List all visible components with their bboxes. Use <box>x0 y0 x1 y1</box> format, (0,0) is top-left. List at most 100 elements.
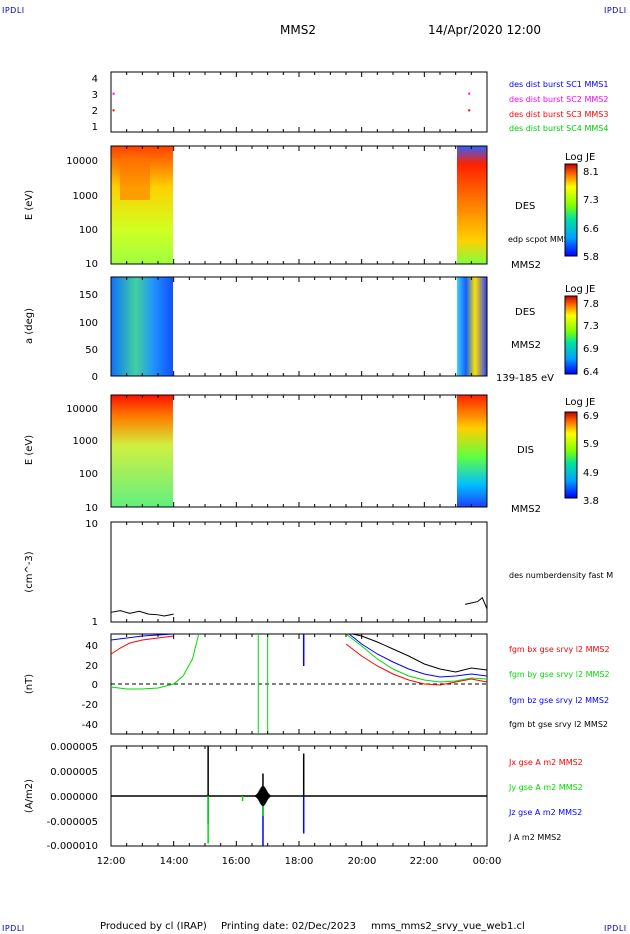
density-line <box>110 610 174 617</box>
bfield-ytick: 40 <box>85 641 98 652</box>
footer-produced-by: Produced by cl (IRAP) <box>100 921 207 932</box>
current-ytick: 0.000005 <box>50 742 98 753</box>
des-pitch-ytick: 100 <box>79 318 98 329</box>
current-legend-j: J A m2 MMS2 <box>508 833 561 842</box>
bfield-panel: 40 20 0 -20 -40 (nT) fgm bx gse srvy l2 … <box>24 633 610 735</box>
dis-energy-ytick: 1000 <box>73 436 98 447</box>
des-pitch-label: DES <box>515 307 535 318</box>
des-pitch-sublabel: MMS2 <box>511 340 541 351</box>
burst-panel: 4 3 2 1 des dist burst SC1 MMS1 des dist… <box>92 71 608 133</box>
burst-ytick: 2 <box>92 106 98 117</box>
bfield-ytick: -20 <box>82 700 98 711</box>
current-legend-jy: Jy gse A m2 MMS2 <box>508 783 583 792</box>
corner-label-bottom-right: IPDLI <box>604 924 627 933</box>
xtick-label: 20:00 <box>348 856 377 867</box>
current-ytick: 0.000005 <box>50 767 98 778</box>
footer-filename: mms_mms2_srvy_vue_web1.cl <box>371 921 525 932</box>
burst-mark <box>112 92 115 95</box>
dis-energy-cbtick: 6.9 <box>583 411 599 422</box>
bx-line <box>345 643 488 686</box>
xtick-label: 18:00 <box>285 856 314 867</box>
by-line <box>110 633 200 690</box>
spacecraft-title: MMS2 <box>280 23 316 37</box>
burst-legend-mms1: des dist burst SC1 MMS1 <box>509 80 608 89</box>
des-energy-panel: 10000 1000 100 10 E (eV) DES edp scpot M… <box>24 145 599 271</box>
des-energy-cbtick: 6.6 <box>583 224 599 235</box>
des-energy-ytick: 10 <box>85 259 98 270</box>
density-ytick: 10 <box>85 519 98 530</box>
des-pitch-cbtick: 7.8 <box>583 299 599 310</box>
des-pitch-colorbar <box>564 295 578 375</box>
dis-energy-spectrogram-block-1 <box>111 395 173 507</box>
dis-energy-spectrogram-block-2 <box>457 395 487 507</box>
bx-line <box>110 635 174 655</box>
dis-energy-ytick: 100 <box>79 469 98 480</box>
des-pitch-ylabel: a (deg) <box>24 308 35 344</box>
xtick-label: 00:00 <box>473 856 502 867</box>
des-energy-ytick: 10000 <box>66 156 98 167</box>
des-energy-cbtick: 5.8 <box>583 252 599 263</box>
des-energy-cbtick: 8.1 <box>583 167 599 178</box>
dis-energy-cbtick: 3.8 <box>583 496 599 507</box>
dis-energy-label: DIS <box>517 445 534 456</box>
des-pitch-cbtick: 7.3 <box>583 321 599 332</box>
des-pitch-spectrogram-block-1 <box>111 277 173 376</box>
des-pitch-spectrogram-block-2 <box>457 277 487 376</box>
dis-energy-ytick: 10000 <box>66 404 98 415</box>
bfield-ytick: 20 <box>85 661 98 672</box>
dis-energy-ylabel: E (eV) <box>24 435 35 465</box>
des-energy-ylabel: E (eV) <box>24 190 35 220</box>
density-line <box>464 596 488 610</box>
burst-ytick: 3 <box>92 90 98 101</box>
current-legend-jz: Jz gse A m2 MMS2 <box>508 808 582 817</box>
bfield-legend-by: fgm by gse srvy l2 MMS2 <box>509 670 610 679</box>
current-legend-jx: Jx gse A m2 MMS2 <box>508 758 583 767</box>
datetime-title: 14/Apr/2020 12:00 <box>428 23 541 37</box>
density-panel: 10 1 (cm^-3) des numberdensity fast M <box>24 519 613 628</box>
des-energy-label: DES <box>515 201 535 212</box>
bfield-ylabel: (nT) <box>24 674 35 694</box>
bfield-legend-bz: fgm bz gse srvy l2 MMS2 <box>509 696 609 705</box>
bfield-legend-bt: fgm bt gse srvy l2 MMS2 <box>509 720 608 729</box>
bfield-legend-bx: fgm bx gse srvy l2 MMS2 <box>509 645 610 654</box>
bfield-ytick: 0 <box>92 680 98 691</box>
burst-ytick: 4 <box>92 74 98 85</box>
current-ytick: -0.000005 <box>47 817 98 828</box>
corner-label-top-right: IPDLI <box>604 6 627 15</box>
des-pitch-panel: 150 100 50 0 a (deg) DES MMS2 139-185 eV… <box>24 276 599 384</box>
corner-label-top-left: IPDLI <box>2 6 25 15</box>
density-ylabel: (cm^-3) <box>24 551 35 592</box>
density-ytick: 1 <box>92 617 98 628</box>
corner-label-bottom-left: IPDLI <box>2 924 25 933</box>
des-energy-ytick: 1000 <box>73 191 98 202</box>
burst-legend-mms2: des dist burst SC2 MMS2 <box>509 95 608 104</box>
des-energy-sublabel: edp scpot MMS2 <box>508 235 574 244</box>
dis-energy-colorbar <box>564 411 578 499</box>
xtick-label: 12:00 <box>97 856 126 867</box>
current-ytick: -0.000010 <box>47 841 98 852</box>
des-energy-ytick: 100 <box>79 225 98 236</box>
des-pitch-ytick: 50 <box>85 345 98 356</box>
des-pitch-cbtick: 6.9 <box>583 344 599 355</box>
dis-energy-cbtick: 4.9 <box>583 468 599 479</box>
footer-printing-date: Printing date: 02/Dec/2023 <box>221 921 356 932</box>
des-energy-spectrogram-block-2 <box>457 146 487 264</box>
burst-legend-mms3: des dist burst SC3 MMS3 <box>509 110 608 119</box>
burst-mark <box>468 109 471 112</box>
des-pitch-footer: 139-185 eV <box>496 373 554 384</box>
burst-legend-mms4: des dist burst SC4 MMS4 <box>509 124 608 133</box>
dis-energy-colorbar-title: Log JE <box>565 397 595 408</box>
bfield-ytick: -40 <box>82 720 98 731</box>
dis-energy-footer: MMS2 <box>511 504 541 515</box>
burst-ytick: 1 <box>92 122 98 133</box>
des-energy-footer: MMS2 <box>511 260 541 271</box>
burst-mark <box>468 92 471 95</box>
bt-line <box>352 633 488 673</box>
by-line <box>345 633 488 683</box>
des-pitch-ytick: 150 <box>79 290 98 301</box>
des-energy-colorbar-title: Log JE <box>565 152 595 163</box>
des-energy-colorbar <box>564 163 578 257</box>
des-pitch-colorbar-title: Log JE <box>565 284 595 295</box>
dis-energy-panel: 10000 1000 100 10 E (eV) DIS MMS2 Log JE… <box>24 394 599 515</box>
